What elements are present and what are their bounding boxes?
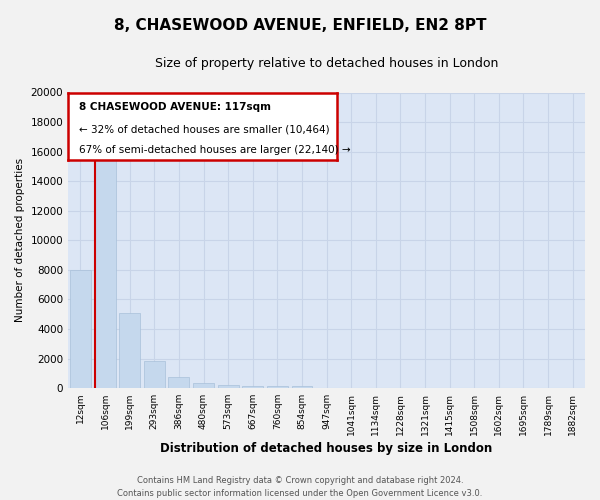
Title: Size of property relative to detached houses in London: Size of property relative to detached ho…	[155, 58, 498, 70]
Bar	[218, 385, 239, 388]
X-axis label: Distribution of detached houses by size in London: Distribution of detached houses by size …	[160, 442, 493, 455]
Bar	[70, 270, 91, 388]
Bar	[267, 386, 288, 388]
Bar	[169, 377, 190, 388]
Bar	[292, 386, 313, 388]
Bar	[193, 383, 214, 388]
Bar	[95, 144, 116, 388]
Bar	[242, 386, 263, 388]
Bar	[144, 362, 165, 388]
Y-axis label: Number of detached properties: Number of detached properties	[15, 158, 25, 322]
Bar	[119, 312, 140, 388]
Text: 8, CHASEWOOD AVENUE, ENFIELD, EN2 8PT: 8, CHASEWOOD AVENUE, ENFIELD, EN2 8PT	[114, 18, 486, 32]
Text: Contains HM Land Registry data © Crown copyright and database right 2024.
Contai: Contains HM Land Registry data © Crown c…	[118, 476, 482, 498]
